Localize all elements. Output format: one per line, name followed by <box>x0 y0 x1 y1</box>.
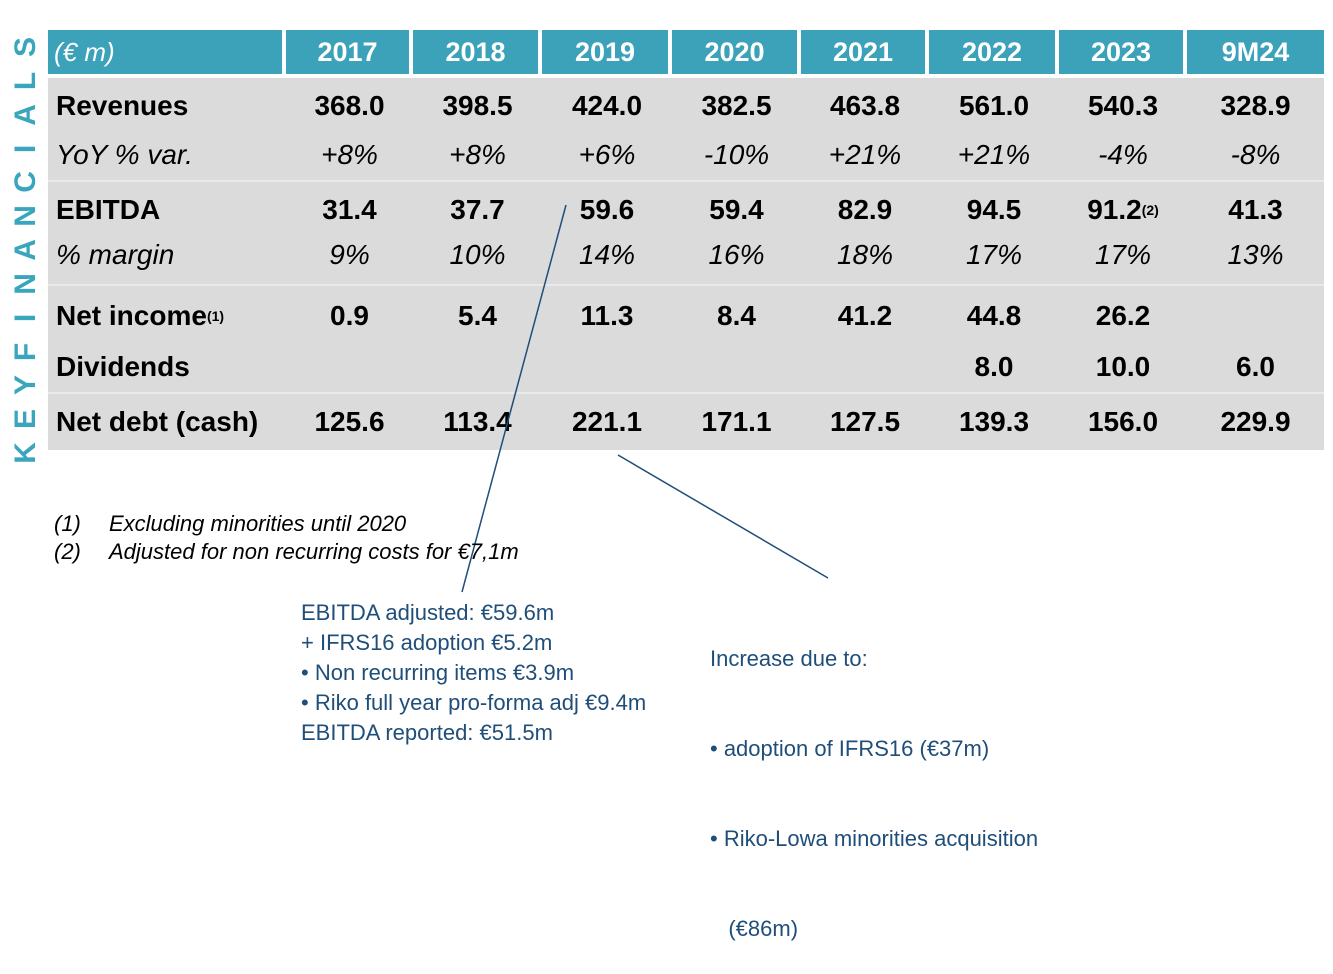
ebitda-note-line: • Riko full year pro-forma adj €9.4m <box>301 690 647 715</box>
table-cell: 8.4 <box>717 300 756 331</box>
debt-note: Increase due to: • adoption of IFRS16 (€… <box>710 584 1038 974</box>
table-cell: 59.4 <box>709 194 764 225</box>
header-year-2018: 2018 <box>413 30 542 74</box>
row-label: Dividends <box>56 351 190 382</box>
footnote-2: (2) Adjusted for non recurring costs for … <box>54 539 519 564</box>
ebitda-note-line: EBITDA adjusted: €59.6m <box>301 600 555 625</box>
table-cell: 540.3 <box>1087 90 1159 121</box>
table-cell: 94.5 <box>966 194 1022 225</box>
debt-note-line: • Riko-Lowa minorities acquisition <box>710 826 1039 851</box>
table-cell: 59.6 <box>579 194 635 225</box>
footnotes: (1) Excluding minorities until 2020 (2) Ad… <box>54 510 519 566</box>
table-cell: -10% <box>703 139 770 170</box>
header-year-2017: 2017 <box>286 30 413 74</box>
table-cell: 125.6 <box>314 406 385 437</box>
debt-note-line: (€86m) <box>710 916 799 941</box>
table-cell: 424.0 <box>571 90 643 121</box>
row-label: % margin <box>56 239 175 270</box>
table-header: (€ m) 2017 2018 2019 2020 2021 2022 2023 9M24 <box>48 30 1324 74</box>
table-cell: 368.0 <box>314 90 385 121</box>
table-row: YoY % var. +8% +8% +6% -10% +21% +21% -4% -8% <box>48 132 1324 178</box>
row-label: Net income (1) <box>56 300 225 331</box>
table-cell: +8% <box>449 139 506 170</box>
table-row: % margin 9% 10% 14% 16% 18% 17% 17% 13% <box>48 232 1324 278</box>
header-year-9m24: 9M24 <box>1187 30 1324 74</box>
row-separator <box>48 180 1324 182</box>
header-year-2022: 2022 <box>929 30 1059 74</box>
footnote-1: (1) Excluding minorities until 2020 <box>54 511 407 536</box>
table-cell: 31.4 <box>322 194 377 225</box>
ebitda-note-line: + IFRS16 adoption €5.2m <box>301 630 553 655</box>
table-cell: 17% <box>965 239 1023 270</box>
row-label: Revenues <box>56 90 189 121</box>
table-row: EBITDA 31.4 37.7 59.6 59.4 82.9 94.5 91.2 (2) 41.… <box>48 185 1324 235</box>
table-cell: 139.3 <box>958 406 1030 437</box>
table-cell: 37.7 <box>450 194 505 225</box>
header-year-2023: 2023 <box>1059 30 1187 74</box>
table-cell: 5.4 <box>458 300 497 331</box>
row-separator <box>48 392 1324 394</box>
table-cell: 382.5 <box>701 90 772 121</box>
row-label: YoY % var. <box>56 139 193 170</box>
table-cell: 17% <box>1094 239 1152 270</box>
table-cell: 41.3 <box>1228 194 1283 225</box>
ebitda-note-line: EBITDA reported: €51.5m <box>301 720 553 745</box>
table-cell: 6.0 <box>1236 351 1275 382</box>
table-row: Dividends 8.0 10.0 6.0 <box>48 343 1324 391</box>
table-cell: 113.4 <box>443 406 512 437</box>
table-cell: 18% <box>836 239 894 270</box>
header-year-2020: 2020 <box>672 30 801 74</box>
row-label: Net debt (cash) <box>56 406 259 437</box>
table-cell: +8% <box>321 139 378 170</box>
table-cell: 82.9 <box>837 194 893 225</box>
header-year-2021: 2021 <box>801 30 929 74</box>
table-row: Net debt (cash) 125.6 113.4 221.1 171.1 127.5… <box>48 396 1324 448</box>
row-separator <box>48 284 1324 286</box>
table-cell: +21% <box>828 139 902 170</box>
table-cell: 16% <box>708 239 765 270</box>
table-cell: 561.0 <box>958 90 1030 121</box>
table-cell: 0.9 <box>330 300 369 331</box>
annotation-lines <box>461 204 829 593</box>
debt-callout-line <box>617 454 829 579</box>
table-cell: 26.2 <box>1095 300 1151 331</box>
table-cell: 10.0 <box>1095 351 1151 382</box>
table-cell: 14% <box>578 239 636 270</box>
table-row: Revenues 368.0 398.5 424.0 382.5 463.8 561.0 54… <box>48 82 1324 130</box>
table-cell: 11.3 <box>580 300 634 331</box>
table-cell: -4% <box>1098 139 1148 170</box>
financials-table: (€ m) 2017 2018 2019 2020 2021 2022 2023 9M24 Re… <box>48 30 1324 450</box>
table-cell: 156.0 <box>1087 406 1159 437</box>
row-label: EBITDA <box>56 194 161 225</box>
table-cell: 398.5 <box>442 90 513 121</box>
table-cell: 91.2 (2) <box>1087 194 1159 225</box>
table-cell: 13% <box>1227 239 1284 270</box>
header-year-2019: 2019 <box>542 30 672 74</box>
debt-note-line: Increase due to: <box>710 646 868 671</box>
table-cell: 171.1 <box>701 406 772 437</box>
table-cell: 463.8 <box>829 90 901 121</box>
table-cell: 41.2 <box>837 300 893 331</box>
table-cell: 127.5 <box>829 406 901 437</box>
table-cell: 328.9 <box>1220 90 1291 121</box>
table-cell: 8.0 <box>974 351 1014 382</box>
table-cell: 10% <box>449 239 506 270</box>
table-cell: +6% <box>578 139 636 170</box>
table-cell: -8% <box>1230 139 1281 170</box>
ebitda-note: EBITDA adjusted: €59.6m + IFRS16 adoptio… <box>301 598 646 748</box>
ebitda-callout-line <box>461 204 567 593</box>
ebitda-note-line: • Non recurring items €3.9m <box>301 660 575 685</box>
table-row: Net income (1) 0.9 5.4 11.3 8.4 41.2 44.8 26.2 <box>48 290 1324 342</box>
table-cell: 9% <box>329 239 370 270</box>
table-cell: 229.9 <box>1220 406 1291 437</box>
debt-note-line: • adoption of IFRS16 (€37m) <box>710 736 990 761</box>
table-cell: +21% <box>957 139 1031 170</box>
table-cell: 44.8 <box>966 300 1022 331</box>
table-cell: 221.1 <box>571 406 643 437</box>
table-body <box>48 78 1324 450</box>
header-unit-label: (€ m) <box>48 30 286 74</box>
